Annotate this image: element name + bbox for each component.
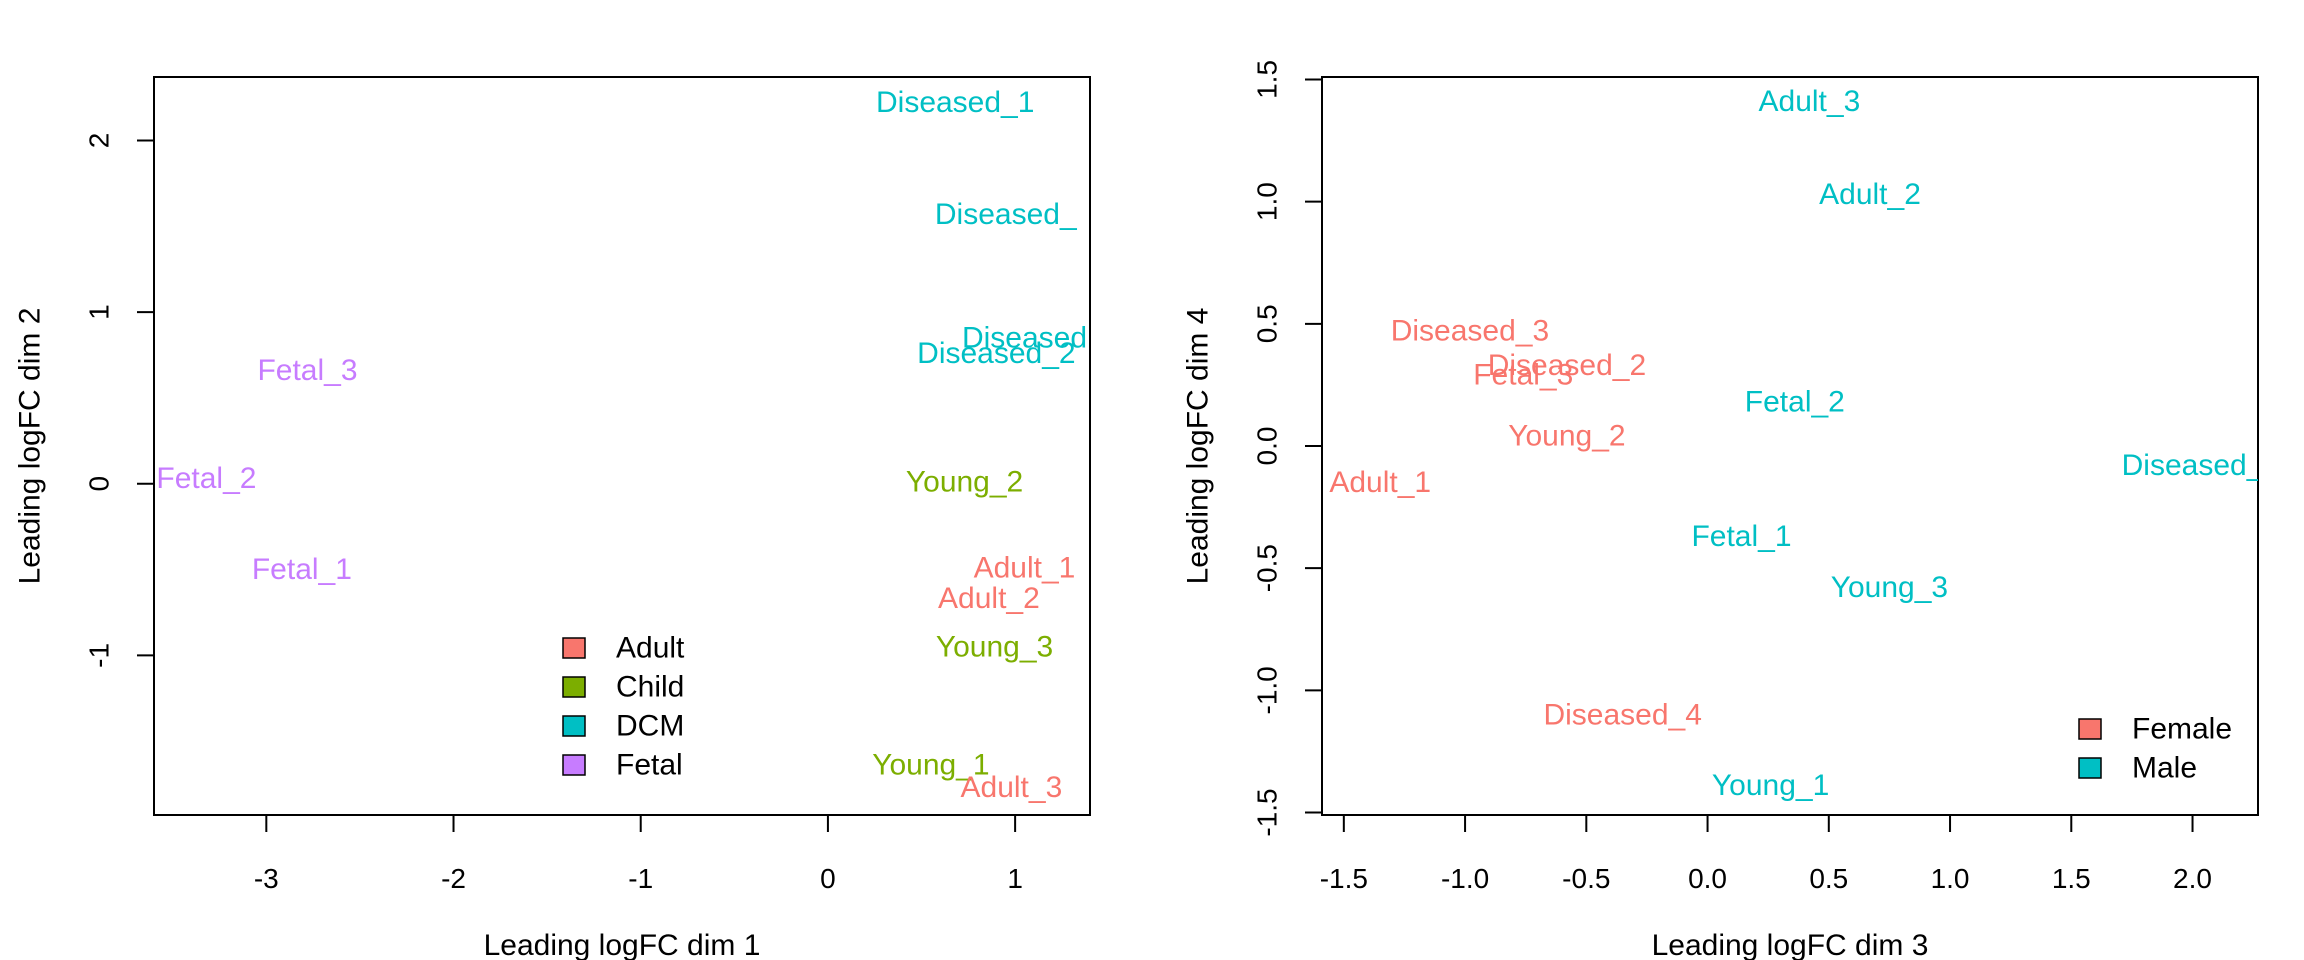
point-label: Fetal_3 xyxy=(257,354,357,387)
point-label: Young_3 xyxy=(1831,571,1948,604)
legend: Adult Child DCM Fetal xyxy=(562,632,685,782)
x-tick-label: -1.5 xyxy=(1320,863,1368,894)
x-tick-label: 0.5 xyxy=(1809,863,1848,894)
point-label: Fetal_2 xyxy=(156,462,256,495)
x-axis-title: Leading logFC dim 1 xyxy=(484,929,761,960)
point-label: Diseased_ xyxy=(2122,449,2265,482)
y-tick-label: 0.5 xyxy=(1252,304,1283,343)
x-tick-label: -3 xyxy=(254,863,279,894)
y-axis-title: Leading logFC dim 2 xyxy=(14,308,47,585)
y-tick-label: 2 xyxy=(84,133,115,149)
y-tick-label: -1.5 xyxy=(1252,788,1283,836)
point-label: Fetal_1 xyxy=(252,553,352,586)
legend-swatch xyxy=(562,676,586,698)
y-tick-label: -1 xyxy=(84,643,115,668)
point-label: Diseased_2 xyxy=(1488,349,1646,382)
point-label: Diseased_1 xyxy=(876,86,1034,119)
x-tick-label: 1.0 xyxy=(1931,863,1970,894)
x-tick-label: 0 xyxy=(820,863,836,894)
point-label: Diseased_4 xyxy=(1543,698,1701,731)
point-label: Adult_2 xyxy=(1819,178,1921,211)
point-label: Adult_2 xyxy=(938,582,1040,615)
point-label: Fetal_1 xyxy=(1691,520,1791,553)
y-tick-label: 0 xyxy=(84,476,115,492)
point-label: Adult_1 xyxy=(1329,466,1431,499)
point-label: Young_1 xyxy=(872,749,989,782)
x-tick-label: 1 xyxy=(1007,863,1023,894)
legend-label: Child xyxy=(616,671,684,704)
point-label: Fetal_2 xyxy=(1745,386,1845,419)
legend-swatch xyxy=(562,715,586,737)
y-tick-label: 0.0 xyxy=(1252,427,1283,466)
point-label: Fetal_3 xyxy=(1473,359,1573,392)
y-tick-label: 1 xyxy=(84,304,115,320)
legend: Female Male xyxy=(2078,713,2232,785)
x-tick-label: 2.0 xyxy=(2173,863,2212,894)
x-tick-label: -0.5 xyxy=(1562,863,1610,894)
point-labels: Adult_3Adult_2Diseased_3Diseased_2Fetal_… xyxy=(1329,85,2265,802)
legend-label: Fetal xyxy=(616,749,683,782)
point-label: Young_2 xyxy=(906,466,1023,499)
point-label: Young_3 xyxy=(936,630,1053,663)
plot-frame xyxy=(153,76,1091,816)
legend-label: DCM xyxy=(616,710,684,743)
x-tick-label: 0.0 xyxy=(1688,863,1727,894)
y-tick-label: -1.0 xyxy=(1252,666,1283,714)
point-label: Adult_3 xyxy=(1759,85,1861,118)
x-tick-label: -1.0 xyxy=(1441,863,1489,894)
legend-label: Male xyxy=(2132,752,2197,785)
x-tick-label: -2 xyxy=(441,863,466,894)
legend-swatch xyxy=(562,637,586,659)
y-tick-label: -0.5 xyxy=(1252,544,1283,592)
point-label: Young_2 xyxy=(1508,420,1625,453)
point-label: Diseased_3 xyxy=(1391,315,1549,348)
chart-panel-1: -3 -2 -1 0 1 -1 0 1 2 Leading logFC dim 1 Leading … xyxy=(14,76,1091,960)
chart-panel-2: -1.5 -1.0 -0.5 0.0 0.5 1.0 1.5 2.0 -1.5 -1.0 -0.5 0… xyxy=(1182,60,2265,960)
legend-label: Female xyxy=(2132,713,2232,746)
point-label: Diseased_2 xyxy=(917,337,1075,370)
plot-frame xyxy=(1321,76,2259,816)
y-tick-label: 1.0 xyxy=(1252,182,1283,221)
y-tick-label: 1.5 xyxy=(1252,60,1283,99)
x-tick-label: 1.5 xyxy=(2052,863,2091,894)
point-label: Diseased_ xyxy=(935,198,1078,231)
legend-swatch xyxy=(562,754,586,776)
point-label: Adult_3 xyxy=(961,771,1063,804)
x-axis-title: Leading logFC dim 3 xyxy=(1652,929,1929,960)
y-axis-title: Leading logFC dim 4 xyxy=(1182,308,1215,585)
legend-swatch xyxy=(2078,757,2102,779)
point-label: Young_1 xyxy=(1712,769,1829,802)
point-label: Diseased xyxy=(962,321,1087,354)
point-label: Adult_1 xyxy=(974,551,1076,584)
legend-swatch xyxy=(2078,718,2102,740)
x-tick-label: -1 xyxy=(628,863,653,894)
legend-label: Adult xyxy=(616,632,685,665)
